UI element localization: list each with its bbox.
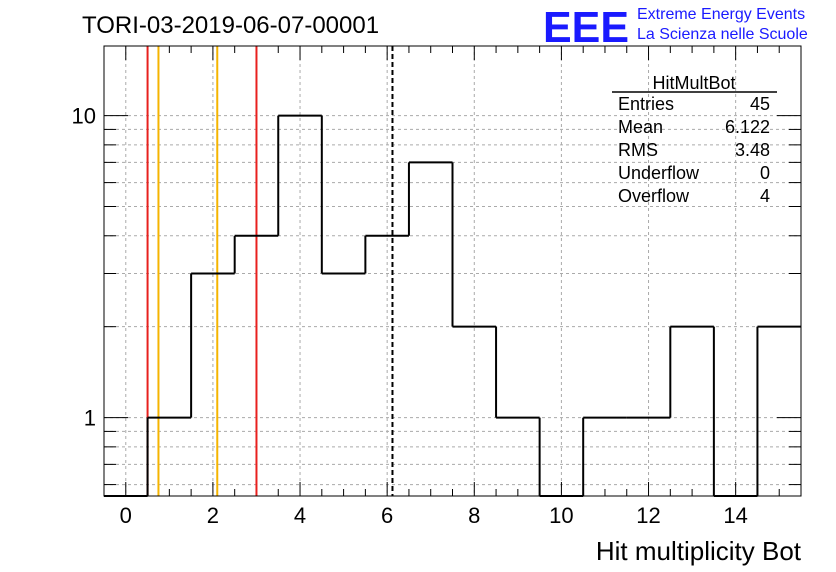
x-tick-labels: 0 2 4 6 8 10 12 14	[120, 503, 748, 528]
x-tick-label: 10	[549, 503, 573, 528]
logo-letters: EEE	[543, 3, 629, 52]
y-tick-labels: 1 10	[72, 104, 96, 431]
stats-title: HitMultBot	[652, 73, 735, 93]
x-tick-label: 14	[723, 503, 747, 528]
x-tick-label: 4	[294, 503, 306, 528]
y-tick-label: 1	[84, 406, 96, 431]
y-tick-label: 10	[72, 104, 96, 129]
stats-label: Underflow	[618, 163, 700, 183]
x-tick-label: 8	[468, 503, 480, 528]
stats-value: 3.48	[735, 140, 770, 160]
stats-label: Overflow	[618, 186, 690, 206]
x-tick-label: 2	[207, 503, 219, 528]
x-axis-label: Hit multiplicity Bot	[596, 536, 802, 566]
stats-label: RMS	[618, 140, 658, 160]
stats-value: 4	[760, 186, 770, 206]
x-tick-label: 12	[636, 503, 660, 528]
marker-lines	[146, 46, 394, 496]
run-title: TORI-03-2019-06-07-00001	[82, 12, 379, 39]
stats-rows: Entries 45 Mean 6.122 RMS 3.48 Underflow 0 Overf…	[618, 94, 770, 206]
stats-box: HitMultBot Entries 45 Mean 6.122 RMS 3.48 Unde…	[612, 73, 777, 206]
logo-line1: Extreme Energy Events	[637, 6, 805, 23]
stats-label: Entries	[618, 94, 674, 114]
histogram-bars	[104, 114, 801, 497]
plot-frame	[103, 45, 802, 497]
stats-value: 0	[760, 163, 770, 183]
x-tick-label: 6	[381, 503, 393, 528]
eee-logo: EEE Extreme Energy Events La Scienza nel…	[543, 3, 808, 52]
x-tick-label: 0	[120, 503, 132, 528]
logo-line2: La Scienza nelle Scuole	[637, 26, 808, 43]
stats-value: 45	[750, 94, 770, 114]
stats-value: 6.122	[725, 117, 770, 137]
stats-label: Mean	[618, 117, 663, 137]
